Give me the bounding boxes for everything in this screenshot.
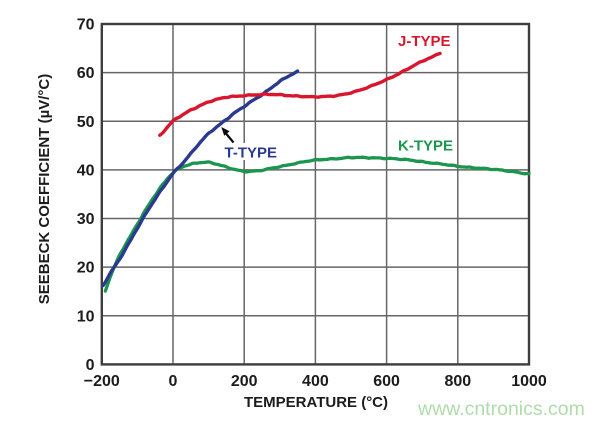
svg-text:1000: 1000	[511, 373, 547, 390]
svg-text:10: 10	[77, 308, 95, 325]
svg-text:600: 600	[373, 373, 400, 390]
svg-text:50: 50	[77, 114, 95, 131]
svg-text:www.cntronics.com: www.cntronics.com	[417, 398, 585, 420]
svg-text:−200: −200	[84, 373, 120, 390]
svg-text:TEMPERATURE (°C): TEMPERATURE (°C)	[244, 394, 388, 411]
svg-text:K-TYPE: K-TYPE	[398, 138, 453, 155]
svg-text:20: 20	[77, 260, 95, 277]
svg-text:0: 0	[86, 357, 95, 374]
svg-text:400: 400	[302, 373, 329, 390]
svg-text:800: 800	[444, 373, 471, 390]
svg-text:200: 200	[231, 373, 258, 390]
svg-text:J-TYPE: J-TYPE	[398, 33, 451, 50]
svg-text:SEEBECK COEFFICIENT (µV/°C): SEEBECK COEFFICIENT (µV/°C)	[36, 74, 53, 305]
svg-text:70: 70	[77, 17, 95, 34]
svg-text:30: 30	[77, 211, 95, 228]
svg-text:0: 0	[169, 373, 178, 390]
svg-text:T-TYPE: T-TYPE	[225, 145, 278, 162]
svg-text:40: 40	[77, 162, 95, 179]
svg-text:60: 60	[77, 65, 95, 82]
